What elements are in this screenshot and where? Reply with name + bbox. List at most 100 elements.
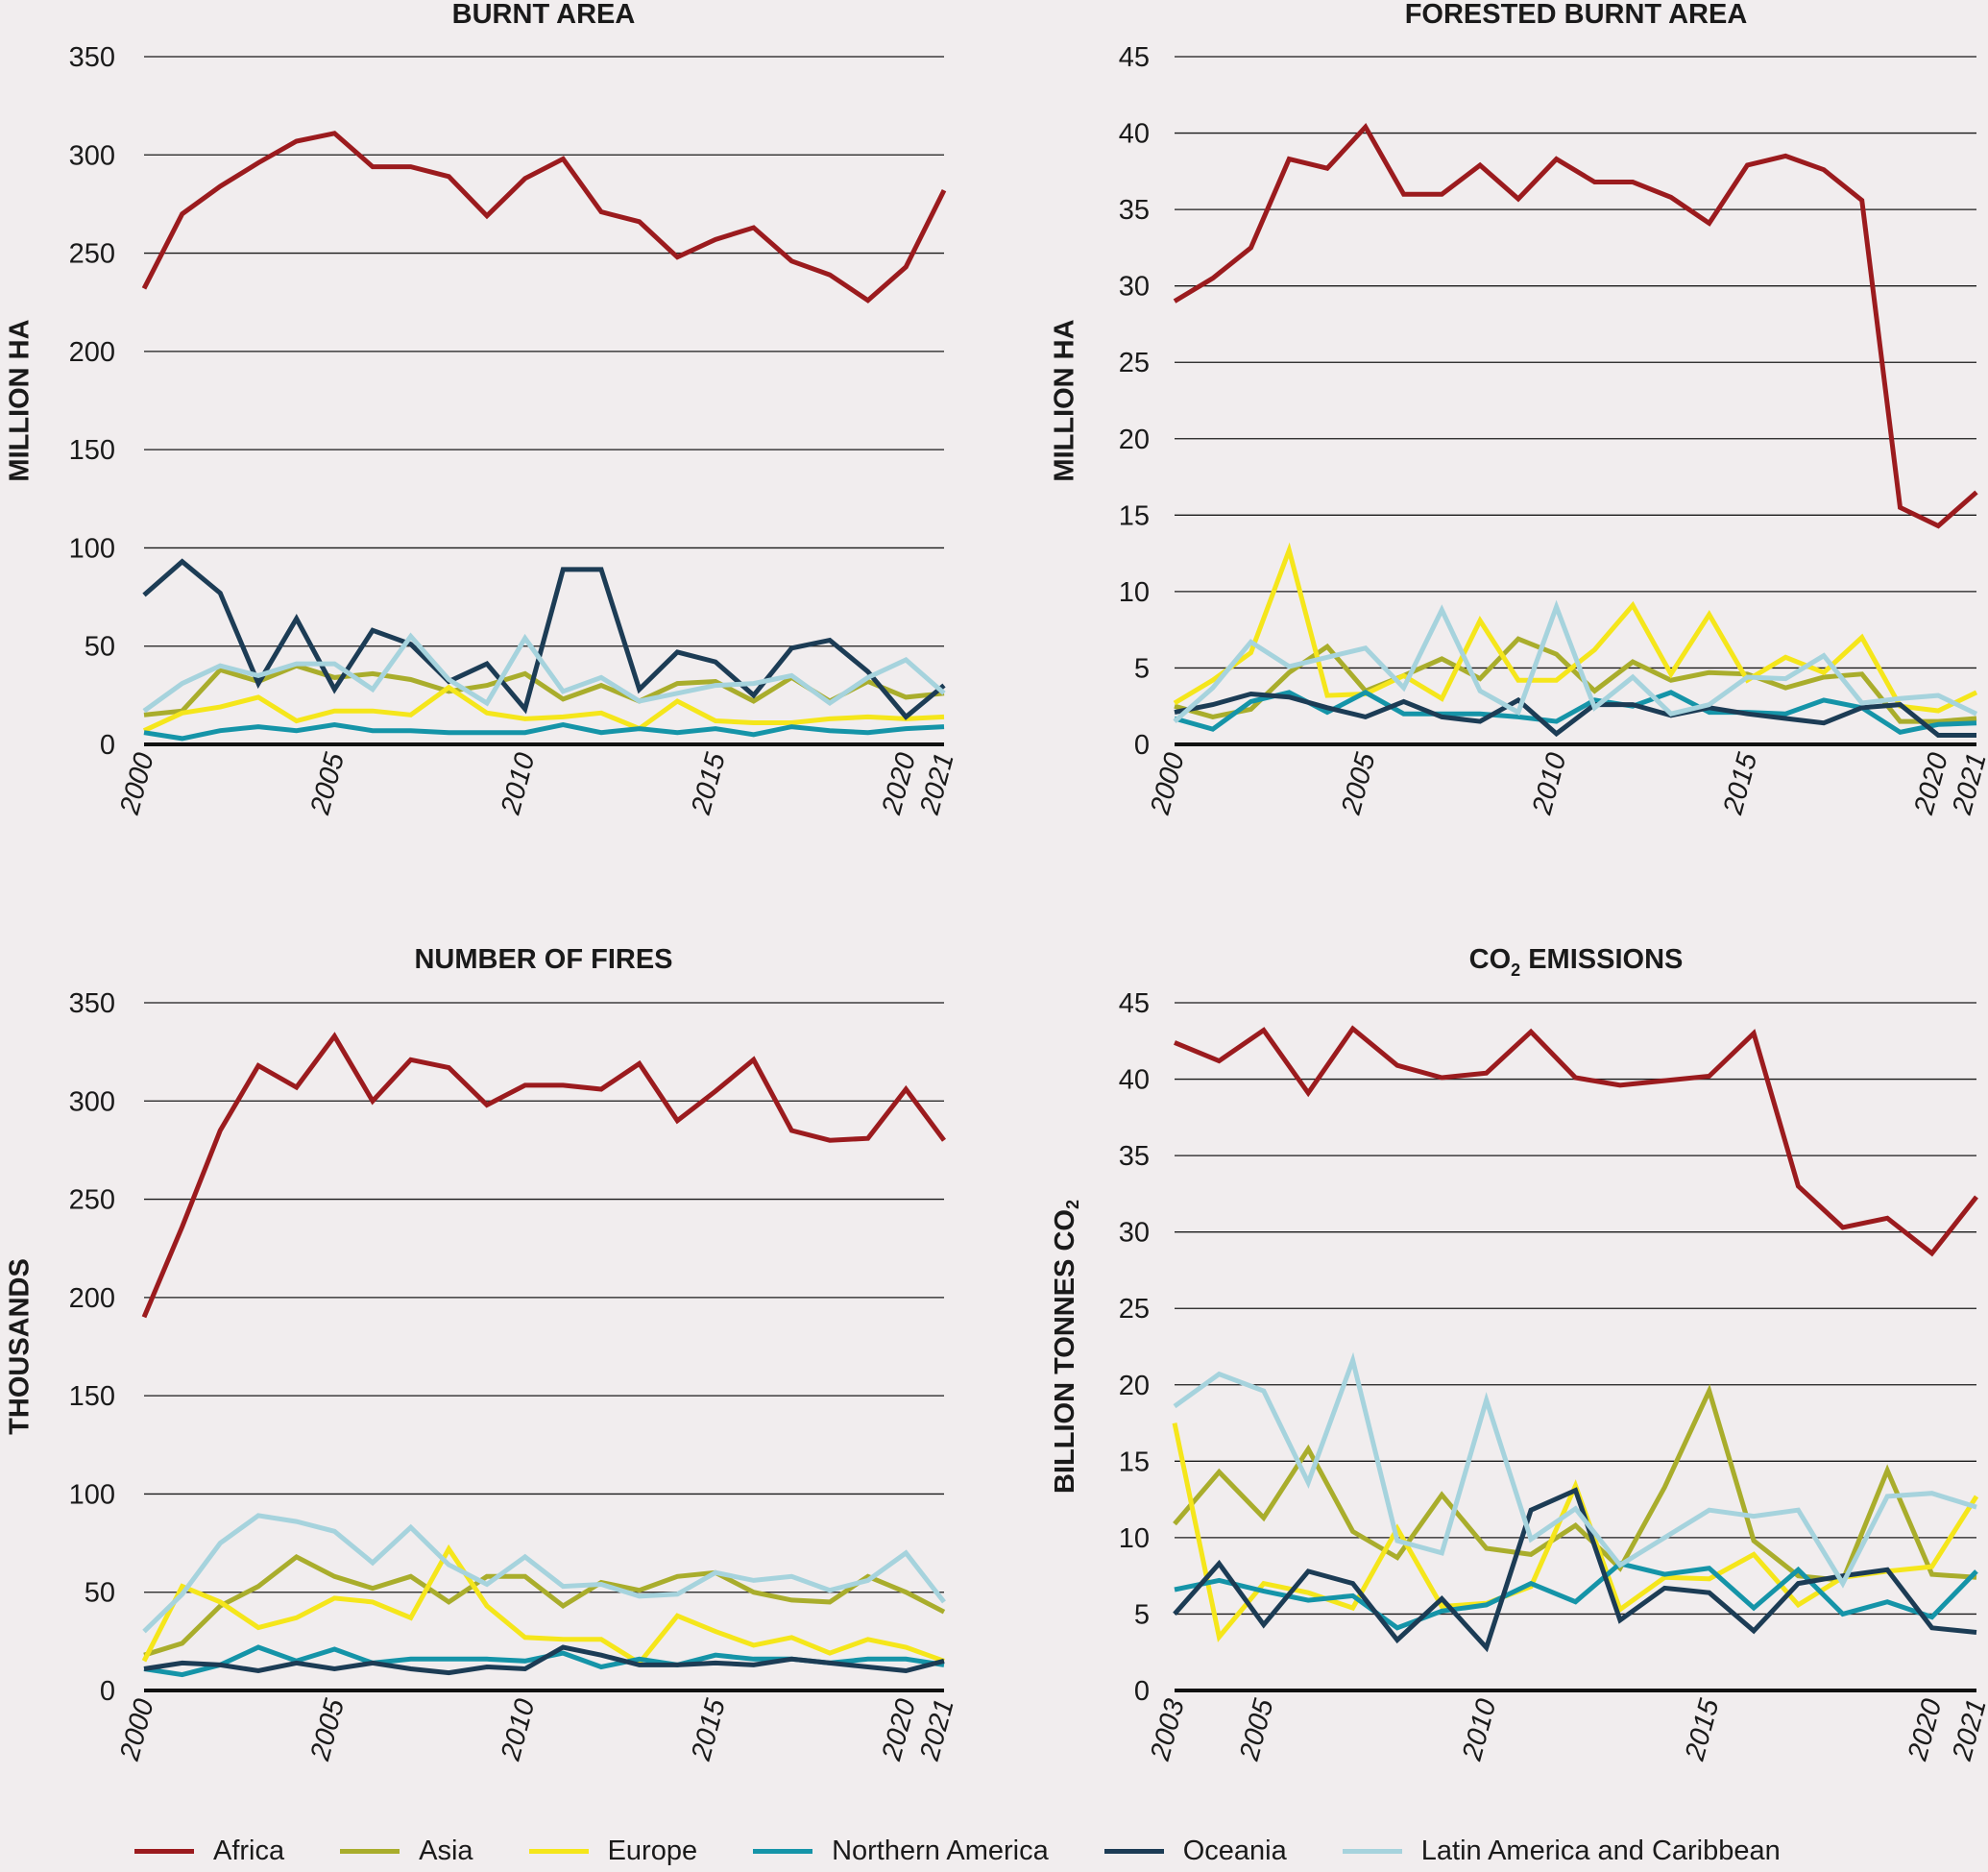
legend-item-northern-america: Northern America [753, 1836, 1049, 1867]
legend-label-oceania: Oceania [1182, 1835, 1287, 1866]
x-tick-label: 2003 [1145, 1696, 1191, 1765]
x-tick-label: 2000 [114, 750, 160, 819]
x-tick-label: 2021 [1947, 1696, 1988, 1765]
x-tick-label: 2010 [496, 750, 542, 819]
y-tick-label: 35 [1119, 1141, 1150, 1172]
legend-label-latin-america: Latin America and Caribbean [1420, 1835, 1781, 1866]
x-tick-label: 2005 [1336, 749, 1382, 818]
y-tick-label: 30 [1119, 272, 1150, 303]
y-tick-label: 50 [85, 1578, 115, 1609]
x-tick-label: 2010 [1527, 750, 1573, 819]
chart-title: CO2 EMISSIONS [1469, 944, 1684, 980]
legend-item-africa: Africa [134, 1836, 284, 1867]
series-line-latin-america-and-caribbean [1173, 599, 1978, 723]
series-line-latin-america-and-caribbean [142, 632, 946, 714]
legend-swatch-africa [134, 1848, 194, 1854]
y-tick-label: 200 [69, 337, 115, 368]
series-line-africa [141, 131, 947, 304]
y-tick-label: 300 [69, 1086, 115, 1117]
series-line-oceania [1174, 691, 1976, 738]
legend-swatch-oceania [1103, 1848, 1164, 1854]
y-axis-label: MILLION HA [5, 319, 36, 481]
legend-item-europe: Europe [528, 1835, 698, 1867]
y-tick-label: 15 [1119, 500, 1150, 531]
chart-panel-number-of-fires: NUMBER OF FIRES THOUSANDS 0 50 100 150 200 250 3… [5, 944, 960, 1764]
series-line-northern-america [1174, 1561, 1978, 1631]
legend-label-europe: Europe [607, 1835, 698, 1866]
series-line-europe [1173, 542, 1978, 714]
y-tick-label: 350 [69, 42, 115, 73]
legend-item-latin-america: Latin America and Caribbean [1342, 1835, 1781, 1867]
series-line-europe [142, 684, 945, 733]
series-line-latin-america-and-caribbean [1173, 1351, 1977, 1589]
legend-swatch-northern-america [753, 1848, 813, 1854]
chart-panel-burnt-area: BURNT AREA MILLION HA 0 50 100 150 200 250 300 35… [5, 0, 960, 818]
y-tick-label: 15 [1119, 1447, 1150, 1477]
series-line-latin-america-and-caribbean [142, 1513, 946, 1634]
y-axis-label: THOUSANDS [5, 1258, 36, 1435]
legend-item-asia: Asia [340, 1836, 473, 1867]
y-tick-label: 150 [69, 1381, 115, 1412]
y-tick-label: 10 [1119, 1523, 1150, 1554]
series-line-oceania [142, 558, 946, 720]
series-line-europe [141, 1544, 945, 1666]
series-line-oceania [143, 1644, 945, 1676]
x-tick-label: 2020 [1903, 1696, 1949, 1765]
x-tick-label: 2000 [1145, 750, 1191, 819]
y-tick-label: 350 [69, 988, 115, 1019]
y-tick-label: 300 [69, 140, 115, 171]
x-tick-label: 2005 [304, 1695, 351, 1764]
y-axis-label: BILLION TONNES CO2 [1050, 1200, 1082, 1494]
y-tick-label: 0 [100, 730, 115, 761]
y-tick-label: 40 [1119, 1065, 1150, 1096]
x-tick-label: 2000 [114, 1696, 160, 1765]
series-line-asia [143, 1553, 946, 1658]
legend-label-asia: Asia [419, 1835, 473, 1866]
x-tick-label: 2015 [686, 749, 732, 818]
y-tick-label: 30 [1119, 1218, 1150, 1249]
y-tick-label: 250 [69, 1185, 115, 1216]
y-tick-label: 100 [69, 533, 115, 564]
y-tick-label: 35 [1119, 195, 1150, 226]
y-tick-label: 25 [1119, 348, 1150, 378]
x-tick-label: 2015 [1717, 749, 1763, 818]
y-tick-label: 25 [1119, 1294, 1150, 1325]
y-tick-label: 200 [69, 1283, 115, 1314]
y-tick-label: 0 [100, 1676, 115, 1707]
y-tick-label: 20 [1119, 425, 1150, 455]
chart-panel-forested-burnt-area: FORESTED BURNT AREA MILLION HA 0 5 10 15 20 25 3… [1050, 0, 1988, 818]
y-tick-label: 150 [69, 435, 115, 466]
y-tick-label: 10 [1119, 577, 1150, 608]
y-tick-label: 100 [69, 1479, 115, 1510]
x-tick-label: 2010 [496, 1696, 542, 1765]
x-tick-label: 2005 [1234, 1695, 1280, 1764]
y-tick-label: 5 [1134, 1599, 1150, 1630]
series-line-oceania [1173, 1487, 1977, 1653]
series-line-northern-america [143, 721, 945, 742]
y-tick-label: 20 [1119, 1371, 1150, 1401]
legend-label-northern-america: Northern America [832, 1835, 1049, 1866]
chart-title: BURNT AREA [452, 0, 636, 30]
y-tick-label: 250 [69, 239, 115, 270]
x-tick-label: 2015 [1680, 1695, 1726, 1764]
series-line-africa [1174, 1025, 1978, 1257]
legend-swatch-asia [340, 1848, 400, 1854]
chart-title: FORESTED BURNT AREA [1405, 0, 1748, 30]
legend-label-africa: Africa [213, 1835, 285, 1866]
x-tick-label: 2005 [304, 749, 351, 818]
y-axis-label: MILLION HA [1050, 319, 1080, 481]
chart-title: NUMBER OF FIRES [414, 944, 672, 975]
legend: Africa Asia Europe Northern America Ocea… [134, 1832, 1959, 1870]
legend-item-oceania: Oceania [1103, 1835, 1287, 1867]
y-tick-label: 45 [1119, 988, 1150, 1019]
series-line-africa [1173, 122, 1978, 529]
y-tick-label: 5 [1134, 653, 1150, 684]
series-line-africa [141, 1032, 947, 1319]
y-tick-label: 45 [1119, 42, 1150, 73]
y-tick-label: 50 [85, 632, 115, 663]
legend-swatch-europe [528, 1848, 589, 1854]
y-tick-label: 0 [1134, 730, 1150, 761]
